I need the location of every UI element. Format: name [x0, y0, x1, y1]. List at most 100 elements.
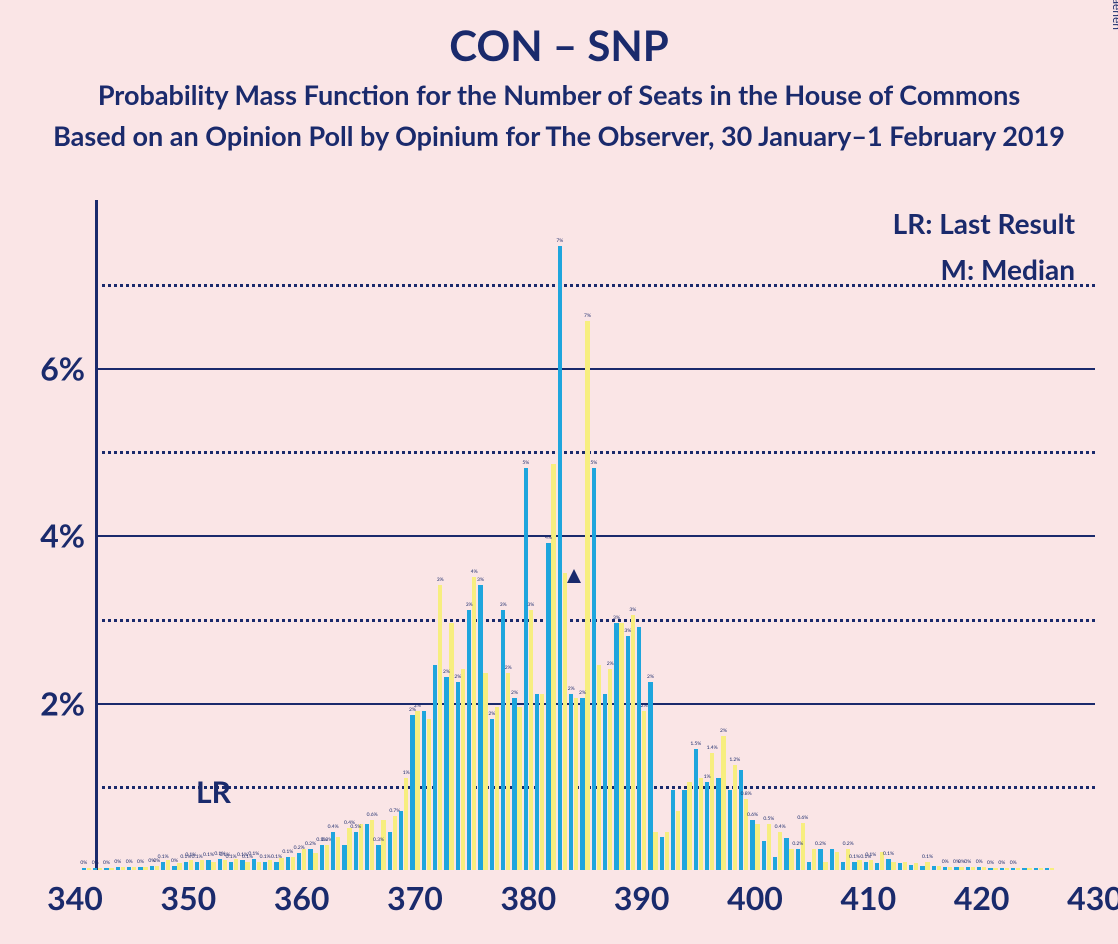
- median-marker-icon: [567, 569, 581, 583]
- bar-blue: [864, 862, 869, 870]
- bar-label: 2%: [568, 686, 575, 692]
- bar-label: 1.5%: [690, 741, 701, 747]
- bar-label: 0.1%: [260, 854, 271, 860]
- bar-blue: [841, 862, 846, 870]
- bar-blue: [422, 711, 427, 870]
- y-tick-label: 2%: [15, 683, 85, 722]
- bar-label: 2%: [443, 669, 450, 675]
- bar-label: 2%: [647, 674, 654, 680]
- bar-label: 0.1%: [883, 851, 894, 857]
- bar-blue: [308, 849, 313, 870]
- bar-label: 0.2%: [305, 841, 316, 847]
- bar-group: 0%0%0%0%0%0%0%0%0.1%0%0.1%0.1%0.1%0.1%0.…: [95, 200, 1095, 870]
- bar-yellow: [823, 862, 828, 870]
- bar-yellow: [948, 867, 953, 870]
- bar-yellow: [721, 736, 726, 870]
- bar-blue: [286, 857, 291, 870]
- bar-blue: [1034, 868, 1039, 871]
- bar-yellow: [597, 665, 602, 870]
- bar-yellow: [347, 828, 352, 870]
- bar-label: 0.6%: [797, 815, 808, 821]
- bar-yellow: [891, 862, 896, 870]
- bar-yellow: [914, 863, 919, 870]
- bar-yellow: [449, 623, 454, 870]
- bar-label: 0.1%: [158, 854, 169, 860]
- bar-yellow: [177, 863, 182, 870]
- bar-label: 2%: [607, 661, 614, 667]
- bar-label: 0.1%: [192, 854, 203, 860]
- bar-blue: [410, 715, 415, 870]
- bar-blue: [501, 610, 506, 870]
- x-tick-label: 430: [1067, 878, 1118, 917]
- bar-blue: [354, 832, 359, 870]
- bar-yellow: [325, 845, 330, 870]
- bar-label: 0%: [171, 858, 178, 864]
- bar-label: 2%: [488, 711, 495, 717]
- bar-label: 0.1%: [203, 852, 214, 858]
- bar-blue: [932, 866, 937, 870]
- bar-blue: [660, 837, 665, 871]
- bar-blue: [637, 627, 642, 870]
- bar-blue: [648, 682, 653, 870]
- bar-yellow: [778, 832, 783, 870]
- bar-blue: [150, 866, 155, 870]
- bar-yellow: [857, 860, 862, 870]
- bar-yellow: [733, 765, 738, 870]
- bar-yellow: [619, 623, 624, 870]
- bar-yellow: [506, 673, 511, 870]
- bar-yellow: [370, 820, 375, 870]
- bar-label: 5%: [522, 460, 529, 466]
- bar-blue: [320, 845, 325, 870]
- bar-blue: [365, 824, 370, 870]
- bar-blue: [82, 868, 87, 871]
- bar-yellow: [427, 719, 432, 870]
- bar-blue: [830, 849, 835, 870]
- bar-blue: [1000, 868, 1005, 871]
- bar-label: 0.1%: [226, 854, 237, 860]
- bar-blue: [954, 867, 959, 870]
- bar-blue: [694, 749, 699, 870]
- bar-label: 0.1%: [271, 854, 282, 860]
- chart-subtitle-1: Probability Mass Function for the Number…: [0, 78, 1118, 111]
- bar-blue: [127, 867, 132, 870]
- bar-yellow: [87, 868, 92, 871]
- bar-blue: [898, 863, 903, 870]
- bar-yellow: [381, 820, 386, 870]
- bar-blue: [580, 698, 585, 870]
- bar-blue: [240, 860, 245, 870]
- bar-yellow: [710, 753, 715, 870]
- bar-yellow: [302, 849, 307, 870]
- bar-blue: [603, 694, 608, 870]
- lr-marker-label: LR: [196, 774, 231, 810]
- bar-blue: [433, 665, 438, 870]
- bar-label: 1.2%: [729, 757, 740, 763]
- bar-yellow: [483, 673, 488, 870]
- bar-yellow: [789, 849, 794, 870]
- bar-label: 0%: [998, 860, 1005, 866]
- x-tick-label: 340: [47, 878, 103, 917]
- bar-yellow: [653, 832, 658, 870]
- bar-label: 0%: [964, 859, 971, 865]
- bar-yellow: [959, 867, 964, 870]
- bar-label: 0.8%: [741, 791, 752, 797]
- bar-yellow: [313, 853, 318, 870]
- x-tick-label: 390: [614, 878, 670, 917]
- bar-blue: [558, 246, 563, 870]
- bar-label: 2%: [454, 674, 461, 680]
- bar-blue: [138, 867, 143, 870]
- bar-label: 0%: [126, 859, 133, 865]
- bar-label: 0.1%: [248, 851, 259, 857]
- bar-label: 0.4%: [775, 824, 786, 830]
- y-tick-label: 6%: [15, 348, 85, 387]
- x-tick-label: 380: [500, 878, 556, 917]
- bar-blue: [750, 820, 755, 870]
- bar-label: 0.2%: [815, 841, 826, 847]
- bar-yellow: [971, 867, 976, 870]
- bar-blue: [524, 468, 529, 870]
- bar-blue: [331, 832, 336, 870]
- bar-blue: [546, 543, 551, 870]
- bar-label: 0.6%: [747, 812, 758, 818]
- bar-yellow: [279, 858, 284, 870]
- bar-blue: [705, 782, 710, 870]
- bar-blue: [195, 862, 200, 870]
